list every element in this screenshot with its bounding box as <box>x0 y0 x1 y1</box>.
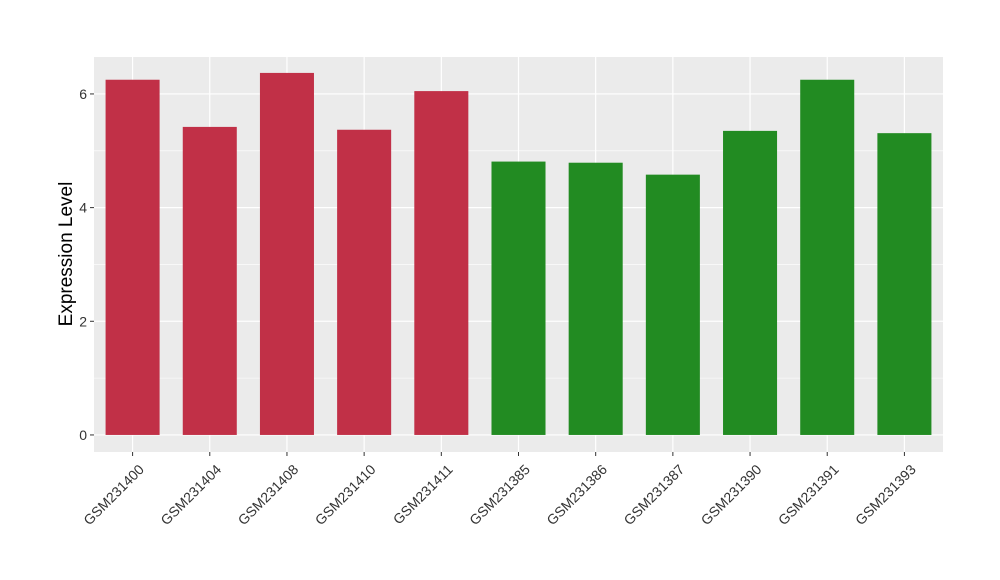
bar-GSM231400 <box>105 79 160 435</box>
bar-GSM231393 <box>877 133 932 435</box>
bar-GSM231411 <box>414 91 469 435</box>
x-tick-label: GSM231411 <box>390 461 456 527</box>
bar-GSM231408 <box>259 72 314 435</box>
x-axis: GSM231400 GSM231404 GSM231408 GSM231410 GSM2… <box>80 452 919 528</box>
x-tick-label: GSM231393 <box>852 461 919 528</box>
bar-GSM231410 <box>337 129 392 435</box>
bar-GSM231386 <box>568 162 623 435</box>
x-tick-label: GSM231404 <box>157 461 224 528</box>
x-tick-label: GSM231391 <box>775 461 842 528</box>
y-tick-label: 2 <box>79 313 87 329</box>
y-tick-label: 6 <box>79 86 87 102</box>
bars <box>105 72 932 435</box>
bar-GSM231404 <box>182 126 237 435</box>
y-axis-title: Expression Level <box>56 182 77 327</box>
x-tick-label: GSM231387 <box>620 461 687 528</box>
x-tick-label: GSM231390 <box>698 461 765 528</box>
x-tick-label: GSM231386 <box>543 461 610 528</box>
bar-GSM231387 <box>645 174 700 435</box>
y-tick-label: 4 <box>79 200 87 216</box>
x-tick-label: GSM231408 <box>235 461 302 528</box>
x-tick-label: GSM231400 <box>80 461 147 528</box>
y-axis: 0 2 4 6 <box>79 86 94 443</box>
x-tick-label: GSM231385 <box>466 461 533 528</box>
bar-GSM231391 <box>800 79 855 435</box>
x-tick-label: GSM231410 <box>312 461 379 528</box>
y-tick-label: 0 <box>79 427 87 443</box>
bar-GSM231390 <box>723 130 778 435</box>
bar-GSM231385 <box>491 161 546 435</box>
